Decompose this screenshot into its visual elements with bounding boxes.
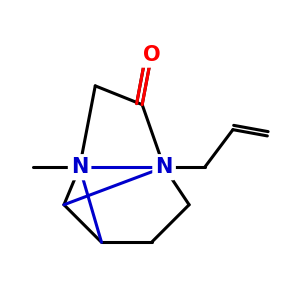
Text: O: O: [143, 45, 160, 64]
Text: N: N: [71, 157, 88, 177]
Text: N: N: [155, 157, 173, 177]
